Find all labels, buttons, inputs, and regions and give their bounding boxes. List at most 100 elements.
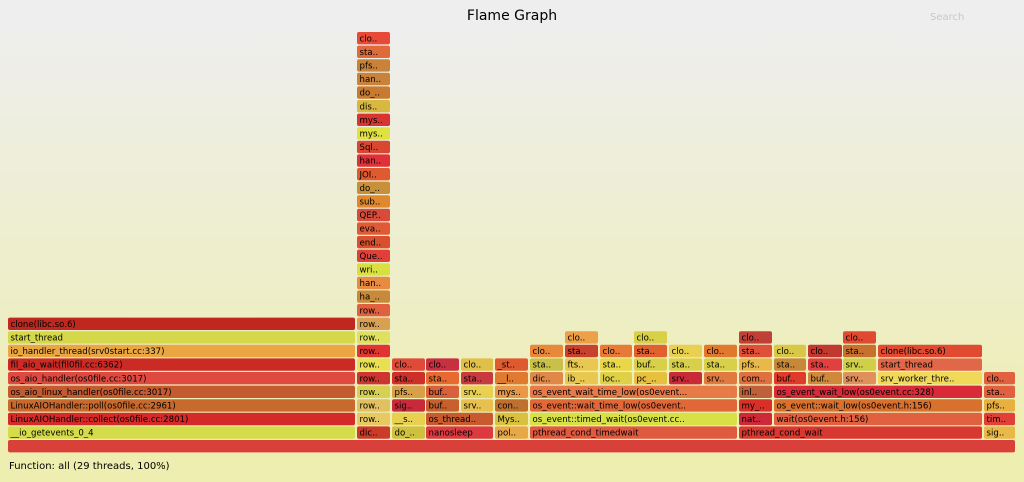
frame-rect[interactable] xyxy=(984,399,1015,412)
frame[interactable]: os_thread.. xyxy=(426,412,493,426)
frame-rect[interactable] xyxy=(739,385,772,398)
frame[interactable]: end.. xyxy=(357,236,390,249)
frame-rect[interactable] xyxy=(461,399,493,412)
frame-rect[interactable] xyxy=(357,249,390,262)
frame-rect[interactable] xyxy=(357,100,390,113)
frame[interactable]: com.. xyxy=(739,372,772,385)
frame[interactable]: sta.. xyxy=(600,358,632,371)
frame-rect[interactable] xyxy=(357,195,390,208)
frame-rect[interactable] xyxy=(774,399,982,412)
frame[interactable]: JOI.. xyxy=(357,168,390,181)
frame-rect[interactable] xyxy=(774,412,982,426)
frame[interactable]: sta.. xyxy=(530,358,563,371)
frame[interactable]: os_event::timed_wait(os0event.cc.. xyxy=(530,412,737,426)
frame[interactable]: os_aio_linux_handler(os0file.cc:3017) xyxy=(8,385,355,398)
frame-rect[interactable] xyxy=(426,426,493,439)
frame[interactable]: mys.. xyxy=(495,385,528,398)
frame-rect[interactable] xyxy=(739,426,982,439)
frame[interactable]: row.. xyxy=(357,331,390,344)
frame-rect[interactable] xyxy=(565,358,598,371)
frame-rect[interactable] xyxy=(634,331,667,344)
frame[interactable]: row.. xyxy=(357,317,390,330)
frame[interactable]: clone(libc.so.6) xyxy=(8,317,355,330)
frame[interactable]: wri.. xyxy=(357,263,390,276)
frame[interactable]: sta.. xyxy=(392,372,425,385)
frame[interactable]: pfs.. xyxy=(392,385,425,398)
frame[interactable]: LinuxAIOHandler::collect(os0file.cc:2801… xyxy=(8,412,355,426)
frame-rect[interactable] xyxy=(530,385,737,398)
frame-rect[interactable] xyxy=(461,385,493,398)
frame[interactable]: ib_.. xyxy=(565,372,598,385)
frame-rect[interactable] xyxy=(530,372,563,385)
frame[interactable]: _st.. xyxy=(495,358,528,371)
frame[interactable]: buf.. xyxy=(808,372,842,385)
frame[interactable]: sig.. xyxy=(392,399,425,412)
frame-rect[interactable] xyxy=(634,358,667,371)
frame-rect[interactable] xyxy=(357,72,390,86)
frame[interactable]: han.. xyxy=(357,154,390,167)
frame[interactable]: mys.. xyxy=(357,127,390,140)
frame-rect[interactable] xyxy=(739,399,772,412)
frame-rect[interactable] xyxy=(984,412,1015,426)
frame-rect[interactable] xyxy=(984,426,1015,439)
frame[interactable]: sta.. xyxy=(739,344,772,358)
frame-rect[interactable] xyxy=(426,358,459,371)
frame-rect[interactable] xyxy=(843,331,876,344)
frame[interactable]: Sql.. xyxy=(357,140,390,154)
frame[interactable]: row.. xyxy=(357,412,390,426)
frame-rect[interactable] xyxy=(739,331,772,344)
frame[interactable]: clo.. xyxy=(774,344,806,358)
frame-rect[interactable] xyxy=(704,344,737,358)
frame[interactable]: tim.. xyxy=(984,412,1015,426)
frame-rect[interactable] xyxy=(357,385,390,398)
frame[interactable]: dic.. xyxy=(357,426,390,439)
frame[interactable]: clo.. xyxy=(669,344,702,358)
frame-rect[interactable] xyxy=(8,317,355,330)
frame-rect[interactable] xyxy=(8,331,355,344)
frame-rect[interactable] xyxy=(530,358,563,371)
frame[interactable]: do_.. xyxy=(357,86,390,99)
frame-rect[interactable] xyxy=(495,372,528,385)
frame[interactable]: clo.. xyxy=(392,358,425,371)
frame-rect[interactable] xyxy=(357,208,390,222)
frame[interactable]: pc_.. xyxy=(634,372,667,385)
frame[interactable]: Que.. xyxy=(357,249,390,262)
frame[interactable]: sta.. xyxy=(357,45,390,58)
frame[interactable]: srv.. xyxy=(704,372,737,385)
frame[interactable]: clo.. xyxy=(461,358,493,371)
frame-rect[interactable] xyxy=(843,344,876,358)
frame-rect[interactable] xyxy=(495,412,528,426)
frame[interactable]: sig.. xyxy=(984,426,1015,439)
frame[interactable]: sta.. xyxy=(704,358,737,371)
frame-rect[interactable] xyxy=(600,344,632,358)
frame[interactable]: row.. xyxy=(357,399,390,412)
frame[interactable]: clo.. xyxy=(843,331,876,344)
frame-rect[interactable] xyxy=(8,344,355,358)
frame-rect[interactable] xyxy=(530,344,563,358)
frame[interactable]: dic.. xyxy=(530,372,563,385)
frame-rect[interactable] xyxy=(669,344,702,358)
frame[interactable]: QEP.. xyxy=(357,208,390,222)
frame[interactable]: sta.. xyxy=(461,372,493,385)
frame[interactable]: dis.. xyxy=(357,100,390,113)
frame[interactable]: nanosleep xyxy=(426,426,493,439)
frame[interactable]: os_event_wait_time_low(os0event... xyxy=(530,385,737,398)
frame[interactable]: pfs.. xyxy=(984,399,1015,412)
frame-rect[interactable] xyxy=(774,385,982,398)
frame-rect[interactable] xyxy=(357,154,390,167)
frame-rect[interactable] xyxy=(600,372,632,385)
frame-rect[interactable] xyxy=(669,372,702,385)
frame[interactable]: sta.. xyxy=(426,372,459,385)
frame[interactable]: row.. xyxy=(357,304,390,317)
frame[interactable]: srv.. xyxy=(843,358,876,371)
frame-rect[interactable] xyxy=(392,385,425,398)
frame[interactable]: clo.. xyxy=(565,331,598,344)
frame[interactable]: sta.. xyxy=(565,344,598,358)
frame[interactable]: clo.. xyxy=(808,344,842,358)
frame[interactable]: fil_aio_wait(fil0fil.cc:6362) xyxy=(8,358,355,371)
frame-rect[interactable] xyxy=(357,181,390,194)
frame[interactable]: LinuxAIOHandler::poll(os0file.cc:2961) xyxy=(8,399,355,412)
frame[interactable]: inl.. xyxy=(739,385,772,398)
frame-rect[interactable] xyxy=(565,372,598,385)
frame-rect[interactable] xyxy=(565,331,598,344)
